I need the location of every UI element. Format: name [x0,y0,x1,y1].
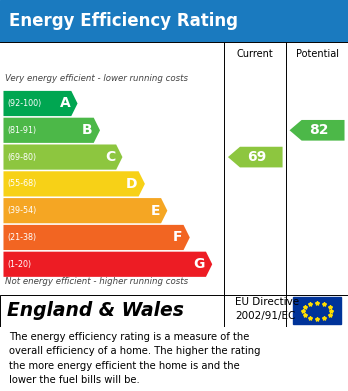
Text: Current: Current [237,49,274,59]
Text: (39-54): (39-54) [8,206,37,215]
Text: Very energy efficient - lower running costs: Very energy efficient - lower running co… [5,74,188,83]
Polygon shape [3,225,190,250]
Polygon shape [3,171,145,196]
Text: Not energy efficient - higher running costs: Not energy efficient - higher running co… [5,277,188,286]
Polygon shape [3,198,167,223]
Polygon shape [290,120,345,141]
Text: 82: 82 [309,123,329,137]
Polygon shape [3,118,100,143]
Polygon shape [228,147,283,167]
Text: 69: 69 [247,150,267,164]
Text: (92-100): (92-100) [8,99,42,108]
Text: D: D [126,177,137,191]
Text: England & Wales: England & Wales [7,301,184,320]
Text: (21-38): (21-38) [8,233,37,242]
Polygon shape [3,91,78,116]
Text: E: E [151,204,160,218]
Text: Potential: Potential [295,49,339,59]
Text: Energy Efficiency Rating: Energy Efficiency Rating [9,12,238,30]
Text: F: F [173,230,182,244]
Polygon shape [3,252,212,277]
Text: (81-91): (81-91) [8,126,37,135]
Text: (69-80): (69-80) [8,152,37,161]
Bar [293,298,341,324]
Text: G: G [193,257,205,271]
Text: A: A [60,97,70,111]
Text: The energy efficiency rating is a measure of the
overall efficiency of a home. T: The energy efficiency rating is a measur… [9,332,260,385]
Text: (55-68): (55-68) [8,179,37,188]
Text: B: B [82,123,93,137]
Text: C: C [105,150,115,164]
Text: EU Directive
2002/91/EC: EU Directive 2002/91/EC [235,297,299,321]
Polygon shape [3,145,122,170]
Text: (1-20): (1-20) [8,260,32,269]
